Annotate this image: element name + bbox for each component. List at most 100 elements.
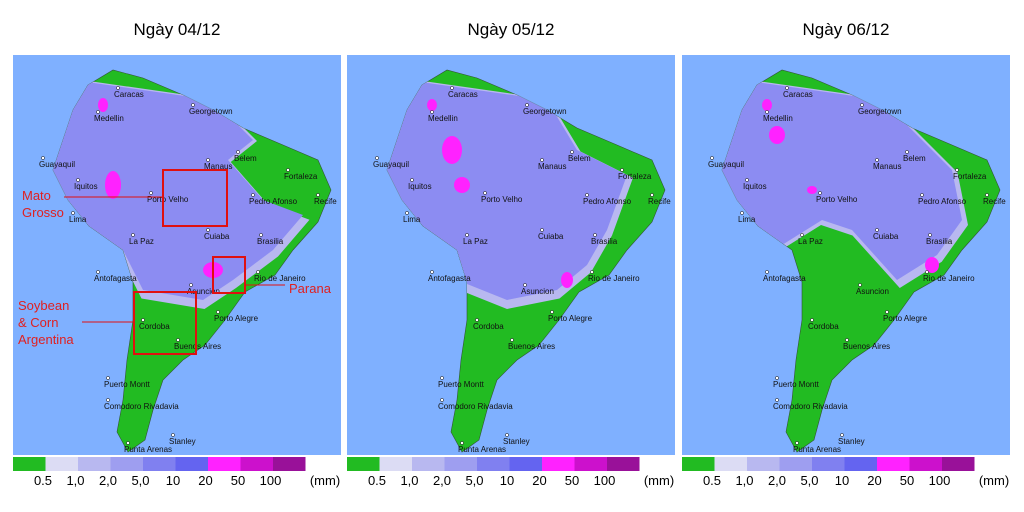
city-label: Asuncion [521, 287, 554, 296]
rain-heavy [454, 177, 470, 193]
city-label: Medellin [428, 114, 458, 123]
rain-heavy [442, 136, 462, 164]
city-label: Belem [568, 154, 591, 163]
city-dot [375, 156, 379, 160]
city-dot [236, 150, 240, 154]
city-dot [858, 283, 862, 287]
city-dot [593, 233, 597, 237]
city-label: Antofagasta [428, 274, 471, 283]
map-panel: Ngày 04/12 Caracas Georgetown Medellin Guaya… [13, 20, 341, 488]
rain-area [722, 77, 968, 288]
city-dot [765, 110, 769, 114]
map-panel: Ngày 05/12 Caracas Georgetown Medellin Guaya… [347, 20, 675, 488]
city-label: Manaus [538, 162, 566, 171]
city-label: Stanley [838, 437, 865, 446]
city-label: Antofagasta [763, 274, 806, 283]
city-label: Puerto Montt [438, 380, 485, 389]
legend-swatch [682, 457, 715, 471]
highlight-box [162, 169, 228, 227]
city-dot [510, 338, 514, 342]
annotation-text: & Corn [18, 315, 58, 330]
city-dot [176, 338, 180, 342]
city-label: Iquitos [408, 182, 432, 191]
city-label: Recife [648, 197, 671, 206]
city-label: Rio de Janeiro [923, 274, 975, 283]
legend-label: 1,0 [735, 473, 753, 488]
city-dot [405, 211, 409, 215]
rain-heavy [762, 99, 772, 111]
city-dot [875, 228, 879, 232]
city-dot [460, 441, 464, 445]
legend-swatch [942, 457, 975, 471]
city-dot [430, 270, 434, 274]
legend-unit: (mm) [979, 473, 1009, 488]
city-dot [570, 150, 574, 154]
city-dot [465, 233, 469, 237]
city-dot [875, 158, 879, 162]
city-label: Manaus [204, 162, 232, 171]
legend-unit: (mm) [644, 473, 674, 488]
city-dot [925, 270, 929, 274]
city-dot [955, 168, 959, 172]
city-label: Porto Alegre [548, 314, 593, 323]
city-label: Cuiaba [873, 232, 899, 241]
city-dot [106, 376, 110, 380]
legend-swatch [779, 457, 812, 471]
city-dot [840, 433, 844, 437]
city-label: Fortaleza [618, 172, 652, 181]
city-dot [920, 193, 924, 197]
panel-title: Ngày 06/12 [803, 20, 890, 39]
rain-heavy [769, 126, 785, 144]
city-label: Comodoro Rivadavia [438, 402, 513, 411]
city-dot [985, 193, 989, 197]
city-dot [76, 178, 80, 182]
city-dot [590, 270, 594, 274]
annotation-text: Parana [289, 281, 332, 296]
city-label: Porto Velho [816, 195, 858, 204]
annotation-text: Mato [22, 188, 51, 203]
legend-label: 2,0 [99, 473, 117, 488]
city-dot [116, 86, 120, 90]
city-dot [810, 318, 814, 322]
city-label: Brasilia [257, 237, 284, 246]
panel-title: Ngày 04/12 [134, 20, 221, 39]
city-dot [430, 110, 434, 114]
city-dot [650, 193, 654, 197]
city-label: Iquitos [74, 182, 98, 191]
city-dot [710, 156, 714, 160]
city-label: Stanley [503, 437, 530, 446]
city-label: Rio de Janeiro [254, 274, 306, 283]
legend-label: 10 [500, 473, 514, 488]
legend-swatch [412, 457, 445, 471]
city-label: Cuiaba [538, 232, 564, 241]
city-dot [540, 228, 544, 232]
city-label: Porto Velho [481, 195, 523, 204]
city-dot [171, 433, 175, 437]
city-label: Pedro Afonso [249, 197, 298, 206]
city-label: Fortaleza [953, 172, 987, 181]
legend-swatch [175, 457, 208, 471]
city-dot [775, 398, 779, 402]
annotation-text: Argentina [18, 332, 74, 347]
legend-swatch [78, 457, 111, 471]
legend-swatch [110, 457, 143, 471]
annotation-text: Soybean [18, 298, 69, 313]
city-label: Brasilia [926, 237, 953, 246]
city-dot [440, 376, 444, 380]
city-label: Cordoba [473, 322, 504, 331]
city-dot [550, 310, 554, 314]
city-label: Asuncion [187, 287, 220, 296]
city-label: Medellin [94, 114, 124, 123]
city-label: Puerto Montt [104, 380, 151, 389]
city-dot [765, 270, 769, 274]
city-dot [126, 441, 130, 445]
city-dot [785, 86, 789, 90]
city-dot [775, 376, 779, 380]
city-label: Guayaquil [39, 160, 75, 169]
city-label: Cordoba [139, 322, 170, 331]
legend-swatch [877, 457, 910, 471]
panel-title: Ngày 05/12 [468, 20, 555, 39]
city-label: Manaus [873, 162, 901, 171]
legend-label: 5,0 [800, 473, 818, 488]
